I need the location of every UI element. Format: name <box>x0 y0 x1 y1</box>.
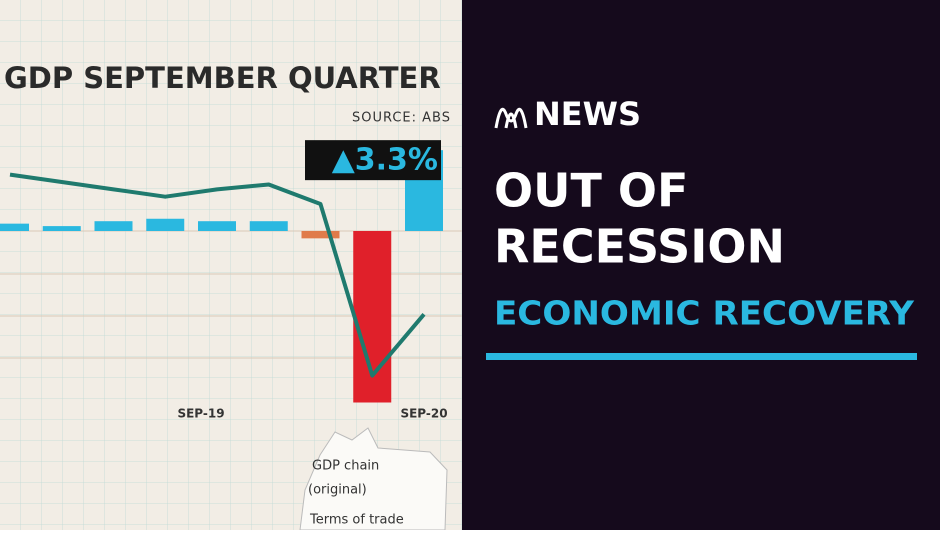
line <box>9 172 426 378</box>
bar <box>42 226 81 231</box>
legend-text: (original) <box>308 483 367 498</box>
source: SOURCE: ABS <box>352 111 451 126</box>
plot: SEP-19 SEP-20 ▲3.3% <box>0 140 448 421</box>
tag-rule <box>486 353 917 360</box>
torn-legend <box>299 427 448 531</box>
headline: RECESSION <box>494 220 785 274</box>
bar <box>146 218 185 231</box>
value-label-box <box>305 140 441 181</box>
news-panel <box>462 0 940 530</box>
bar <box>94 221 133 231</box>
chart-title: GDP SEPTEMBER QUARTER <box>4 61 441 95</box>
legend-text: GDP chain <box>312 459 379 474</box>
x-tick-label: SEP-20 <box>400 407 447 421</box>
abc-logo <box>494 107 528 129</box>
brand: NEWS <box>534 95 641 133</box>
bar <box>0 223 29 231</box>
bar <box>301 231 340 239</box>
legend-text: Terms of trade <box>309 513 404 528</box>
x-tick-label: SEP-19 <box>177 407 224 421</box>
bar <box>249 221 288 231</box>
headline: OUT OF <box>494 164 688 218</box>
value-label: ▲3.3% <box>332 143 438 178</box>
tag: ECONOMIC RECOVERY <box>494 294 915 333</box>
bar <box>198 221 236 231</box>
